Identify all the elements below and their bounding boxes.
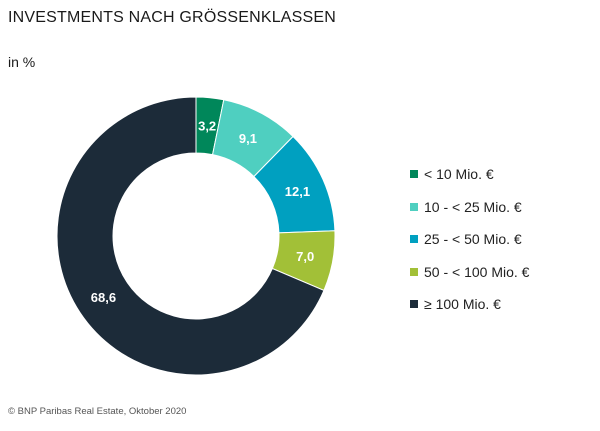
legend: < 10 Mio. € 10 - < 25 Mio. € 25 - < 50 Mio… [410,158,529,321]
legend-item: ≥ 100 Mio. € [410,288,529,321]
unit-label: in % [8,54,36,70]
legend-swatch [410,300,418,309]
legend-item: 10 - < 25 Mio. € [410,191,529,224]
legend-label: 50 - < 100 Mio. € [424,263,530,280]
data-label: 68,6 [91,290,116,305]
legend-swatch [410,267,418,276]
data-label: 12,1 [285,184,310,199]
legend-label: 25 - < 50 Mio. € [424,231,522,248]
donut-slice [56,96,325,376]
data-label: 7,0 [296,249,314,264]
legend-swatch [410,235,418,244]
legend-item: 25 - < 50 Mio. € [410,223,529,256]
legend-swatch [410,170,418,179]
donut-chart: 3,2 9,1 12,1 7,0 68,6 [56,96,336,376]
legend-item: < 10 Mio. € [410,158,529,191]
data-label: 3,2 [198,119,216,134]
source-note: © BNP Paribas Real Estate, Oktober 2020 [8,406,187,417]
legend-swatch [410,202,418,211]
chart-title: INVESTMENTS NACH GRÖSSENKLASSEN [8,9,337,26]
legend-label: ≥ 100 Mio. € [424,296,501,313]
legend-label: 10 - < 25 Mio. € [424,198,522,215]
legend-label: < 10 Mio. € [424,166,494,183]
data-label: 9,1 [239,131,257,146]
legend-item: 50 - < 100 Mio. € [410,256,529,289]
